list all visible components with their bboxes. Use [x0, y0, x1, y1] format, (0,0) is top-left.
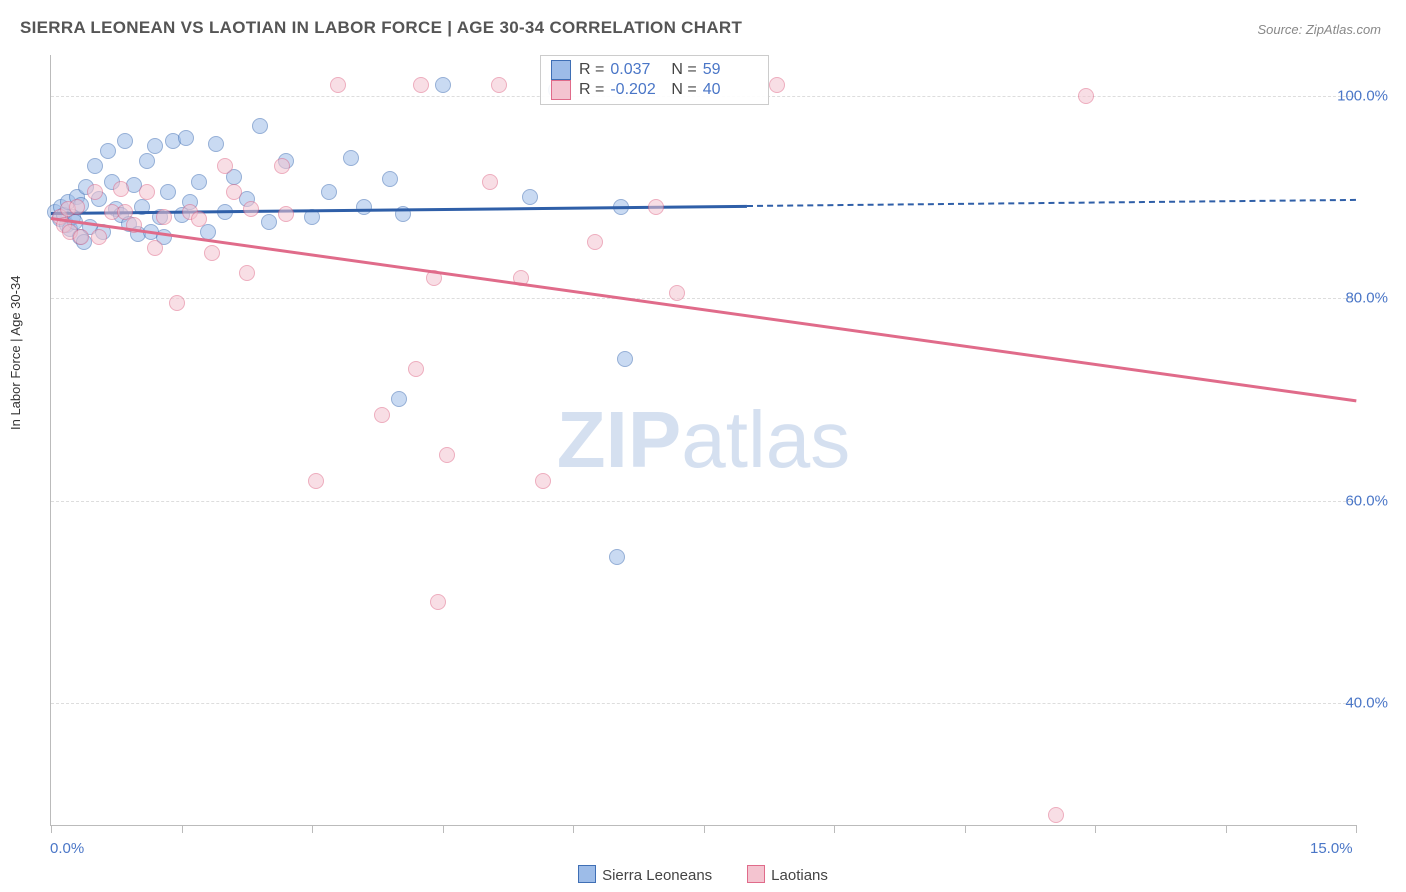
data-point: [139, 153, 155, 169]
data-point: [91, 229, 107, 245]
legend-item-sierra-leoneans: Sierra Leoneans: [578, 865, 712, 884]
data-point: [252, 118, 268, 134]
data-point: [374, 407, 390, 423]
x-tick-label: 15.0%: [1310, 840, 1353, 857]
data-point: [208, 136, 224, 152]
scatter-chart: ZIPatlas: [50, 55, 1356, 826]
data-point: [343, 150, 359, 166]
data-point: [87, 184, 103, 200]
data-point: [609, 549, 625, 565]
data-point: [1048, 807, 1064, 823]
data-point: [408, 361, 424, 377]
y-tick-label: 40.0%: [1345, 695, 1388, 712]
data-point: [217, 158, 233, 174]
data-point: [522, 189, 538, 205]
data-point: [226, 184, 242, 200]
y-tick-label: 60.0%: [1345, 492, 1388, 509]
data-point: [147, 138, 163, 154]
data-point: [243, 201, 259, 217]
data-point: [178, 130, 194, 146]
data-point: [73, 229, 89, 245]
data-point: [69, 199, 85, 215]
y-axis-label: In Labor Force | Age 30-34: [8, 276, 23, 430]
data-point: [587, 234, 603, 250]
legend-item-laotians: Laotians: [747, 865, 828, 884]
legend-swatch-icon: [747, 865, 765, 883]
y-tick-label: 80.0%: [1345, 290, 1388, 307]
data-point: [430, 594, 446, 610]
data-point: [204, 245, 220, 261]
data-point: [113, 181, 129, 197]
data-point: [330, 77, 346, 93]
data-point: [617, 351, 633, 367]
data-point: [274, 158, 290, 174]
legend-bottom: Sierra Leoneans Laotians: [0, 865, 1406, 884]
data-point: [87, 158, 103, 174]
data-point: [769, 77, 785, 93]
data-point: [535, 473, 551, 489]
data-point: [160, 184, 176, 200]
data-point: [147, 240, 163, 256]
legend-correlation: R =0.037N =59R =-0.202N =40: [540, 55, 769, 105]
data-point: [261, 214, 277, 230]
data-point: [278, 206, 294, 222]
watermark: ZIPatlas: [557, 394, 850, 486]
y-tick-label: 100.0%: [1337, 87, 1388, 104]
data-point: [356, 199, 372, 215]
data-point: [321, 184, 337, 200]
legend-swatch-icon: [578, 865, 596, 883]
data-point: [482, 174, 498, 190]
data-point: [191, 174, 207, 190]
data-point: [100, 143, 116, 159]
regression-line: [747, 199, 1356, 209]
regression-line: [51, 217, 1356, 402]
data-point: [191, 211, 207, 227]
data-point: [391, 391, 407, 407]
data-point: [169, 295, 185, 311]
data-point: [239, 265, 255, 281]
data-point: [648, 199, 664, 215]
source-attribution: Source: ZipAtlas.com: [1257, 22, 1381, 37]
data-point: [156, 209, 172, 225]
data-point: [308, 473, 324, 489]
chart-title: SIERRA LEONEAN VS LAOTIAN IN LABOR FORCE…: [20, 18, 742, 38]
data-point: [1078, 88, 1094, 104]
x-tick-label: 0.0%: [50, 840, 84, 857]
data-point: [139, 184, 155, 200]
data-point: [669, 285, 685, 301]
data-point: [413, 77, 429, 93]
data-point: [435, 77, 451, 93]
data-point: [382, 171, 398, 187]
data-point: [117, 133, 133, 149]
data-point: [491, 77, 507, 93]
data-point: [439, 447, 455, 463]
